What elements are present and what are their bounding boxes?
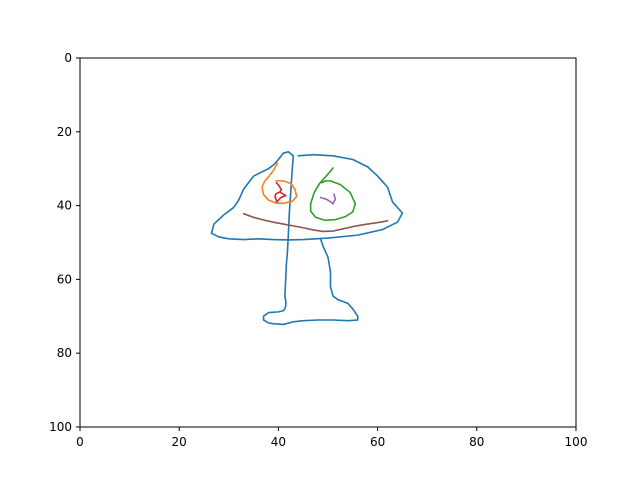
y-tick-label: 40 xyxy=(57,199,72,213)
x-tick-label: 20 xyxy=(172,435,187,449)
x-tick-label: 0 xyxy=(76,435,84,449)
series-layer xyxy=(210,150,404,326)
x-tick-label: 40 xyxy=(271,435,286,449)
series-line-4 xyxy=(274,181,287,203)
series-line-6 xyxy=(242,212,389,233)
y-axis: 0 20 40 60 80 100 xyxy=(49,51,80,434)
series-line-5 xyxy=(319,193,337,205)
y-tick-label: 60 xyxy=(57,272,72,286)
y-tick-label: 80 xyxy=(57,346,72,360)
y-tick-label: 20 xyxy=(57,125,72,139)
x-axis: 0 20 40 60 80 100 xyxy=(76,427,587,449)
series-line-3 xyxy=(309,167,357,222)
x-tick-label: 60 xyxy=(370,435,385,449)
y-tick-label: 0 xyxy=(64,51,72,65)
x-tick-label: 80 xyxy=(469,435,484,449)
series-line-2 xyxy=(261,162,298,205)
series-line-1 xyxy=(210,150,404,326)
y-tick-label: 100 xyxy=(49,420,72,434)
plot-frame xyxy=(79,57,577,428)
x-tick-label: 100 xyxy=(565,435,588,449)
